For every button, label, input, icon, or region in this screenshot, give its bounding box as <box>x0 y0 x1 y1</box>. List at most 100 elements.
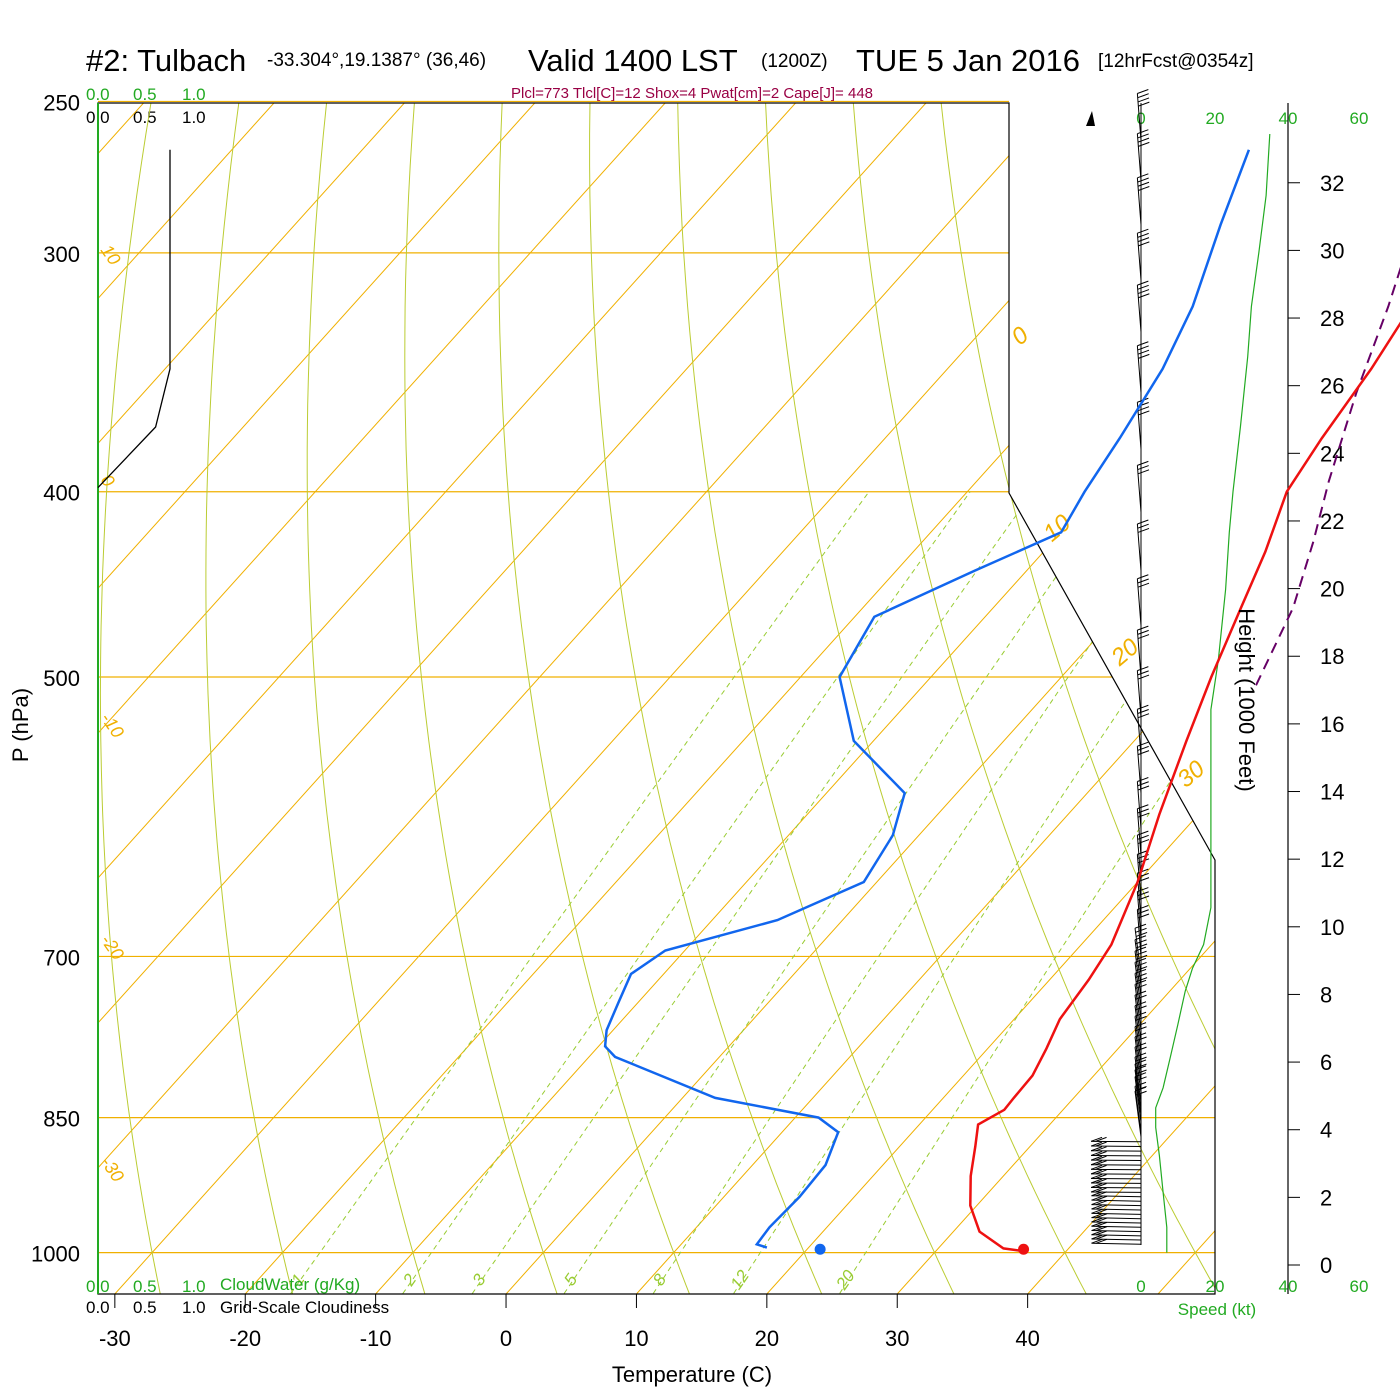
wind-barb-feather-895-1 <box>1095 1155 1107 1161</box>
speed-scale-top: 0 20 40 60 <box>1136 109 1368 128</box>
speed-tick-bottom-60: 60 <box>1350 1277 1369 1296</box>
wind-barb-feather-440-1 <box>1137 523 1149 529</box>
isotherm-60 <box>1288 103 1400 1294</box>
wind-barb-feather-410-1 <box>1137 465 1149 471</box>
wind-barb-feather-600-2 <box>1137 785 1150 791</box>
height-axis-title: Height (1000 Feet) <box>1234 608 1259 791</box>
mixing-ratio-20 <box>834 491 1215 1294</box>
isobar-lines <box>98 100 1215 1254</box>
wind-barb-shaft-848 <box>1134 1069 1142 1116</box>
wind-barb-feather-875-1 <box>1095 1136 1107 1142</box>
wind-barb-shaft-855 <box>1134 1076 1142 1123</box>
wind-barb-feather-970-0 <box>1091 1221 1103 1227</box>
isotherm--70 <box>98 103 666 1294</box>
dry-adiabat-50 <box>850 103 1215 1294</box>
isotherm-label-left-10: 10 <box>97 241 125 269</box>
cloudiness-tick-2: 1.0 <box>182 108 206 127</box>
isotherm--80 <box>98 103 536 1294</box>
wind-barb-feather-900-0 <box>1090 1160 1103 1166</box>
wind-barb-shaft-620 <box>1136 808 1142 856</box>
isotherm--40 <box>98 103 1057 1294</box>
wind-barb-feather-930-0 <box>1090 1187 1103 1193</box>
speed-tick-bottom-40: 40 <box>1279 1277 1298 1296</box>
wind-barb-feather-965-0 <box>1091 1217 1103 1223</box>
wind-barb-shaft-940 <box>1091 1199 1142 1202</box>
cloudiness-bottom-tick-1: 0.5 <box>133 1298 157 1317</box>
wind-barb-feather-950-1 <box>1095 1204 1108 1210</box>
speed-tick-bottom-20: 20 <box>1206 1277 1225 1296</box>
wind-barb-shaft-965 <box>1091 1221 1142 1224</box>
speed-tick-top-40: 40 <box>1279 109 1298 128</box>
wind-barb-shaft-865 <box>1134 1086 1142 1133</box>
wind-barb-feather-960-0 <box>1091 1213 1103 1219</box>
wind-barb-feather-550-0 <box>1137 704 1149 710</box>
cloudiness-scale-bottom: 0.0 0.5 1.0 <box>86 1298 206 1317</box>
isotherm--90 <box>98 103 405 1294</box>
isotherm-label-left-0: 0 <box>97 471 119 491</box>
wind-barb-feather-960-1 <box>1095 1213 1108 1219</box>
wind-barb-shaft-795 <box>1134 1016 1142 1063</box>
wind-barb-shaft-870 <box>1134 1091 1142 1138</box>
wind-barb-feather-905-0 <box>1090 1164 1103 1170</box>
isotherm--30 <box>114 103 1188 1294</box>
wind-barb-feather-985-1 <box>1095 1234 1108 1240</box>
wind-barb-feather-920-1 <box>1095 1178 1107 1184</box>
wind-barb-feather-890-0 <box>1090 1150 1103 1156</box>
wind-barb-feather-262-0 <box>1137 89 1149 94</box>
height-tick-label-12: 12 <box>1320 847 1344 872</box>
wind-barb-shaft-805 <box>1134 1026 1142 1073</box>
speed-tick-top-20: 20 <box>1206 109 1225 128</box>
wind-barb-feather-880-1 <box>1095 1141 1107 1147</box>
wind-barb-feather-900-1 <box>1095 1160 1107 1166</box>
wind-barb-feather-940-0 <box>1091 1195 1103 1201</box>
isotherm--60 <box>98 103 796 1294</box>
wind-barb-shaft-980 <box>1091 1234 1142 1237</box>
cloudiness-tick-1: 0.5 <box>133 108 157 127</box>
dry-adiabat--10 <box>306 103 428 1294</box>
mixing-ratio-label-3: 3 <box>469 1270 490 1289</box>
location-text: -33.304°,19.1387° (36,46) <box>267 50 486 71</box>
pressure-tick-1000: 1000 <box>31 1242 80 1267</box>
isotherm-30 <box>896 103 1215 1294</box>
wind-barb-feather-955-1 <box>1095 1208 1108 1214</box>
wind-barb-feather-355-3 <box>1138 353 1150 359</box>
wind-barb-feather-930-1 <box>1095 1187 1107 1193</box>
wind-barb-feather-600-0 <box>1137 777 1149 782</box>
cloudiness-profile-line <box>97 149 171 489</box>
wind-barb-shaft-945 <box>1091 1204 1142 1207</box>
mixing-ratio-lines <box>285 491 1215 1294</box>
wind-barb-shaft-842 <box>1134 1063 1142 1110</box>
dry-adiabat--30 <box>99 103 163 1294</box>
height-tick-label-16: 16 <box>1320 712 1344 737</box>
cloudiness-legend-label: Grid-Scale Cloudiness <box>220 1298 389 1317</box>
wind-barb-feather-875-0 <box>1090 1136 1103 1142</box>
mixing-ratio-12 <box>728 491 1215 1294</box>
pressure-tick-850: 850 <box>43 1107 80 1132</box>
cloudiness-bottom-tick-0: 0.0 <box>86 1298 110 1317</box>
isotherm-20 <box>766 103 1215 1294</box>
wind-barb-shaft-735 <box>1134 951 1142 998</box>
isotherm--50 <box>98 103 927 1294</box>
wind-barb-feather-275-3 <box>1138 141 1150 147</box>
height-tick-label-10: 10 <box>1320 915 1344 940</box>
wind-barb-shaft-470 <box>1136 578 1142 626</box>
x-axis-title: Temperature (C) <box>612 1362 772 1387</box>
wind-barb-feather-410-0 <box>1137 460 1149 466</box>
sounding-params: Plcl=773 Tlcl[C]=12 Shox=4 Pwat[cm]=2 Ca… <box>511 85 873 102</box>
wind-barb-feather-355-2 <box>1137 349 1150 355</box>
wind-barbs <box>1086 89 1150 1245</box>
wind-barb-feather-440-2 <box>1137 527 1150 533</box>
wind-barb-feather-575-0 <box>1137 741 1149 747</box>
mixing-ratio-1 <box>285 491 870 1294</box>
cloudwater-bottom-tick-1: 0.5 <box>133 1277 157 1296</box>
cloudwater-bottom-tick-0: 0.0 <box>86 1277 110 1296</box>
zulu-time: (1200Z) <box>761 51 828 72</box>
isotherm-label-right-0: 0 <box>1006 321 1034 351</box>
station-title: #2: Tulbach <box>86 43 246 78</box>
cloudwater-scale-bottom: 0.0 0.5 1.0 <box>86 1277 206 1296</box>
wind-barb-feather-985-0 <box>1091 1234 1103 1240</box>
surface-dewpoint-marker <box>814 1243 826 1255</box>
wind-barb-feather-355-0 <box>1137 341 1149 347</box>
